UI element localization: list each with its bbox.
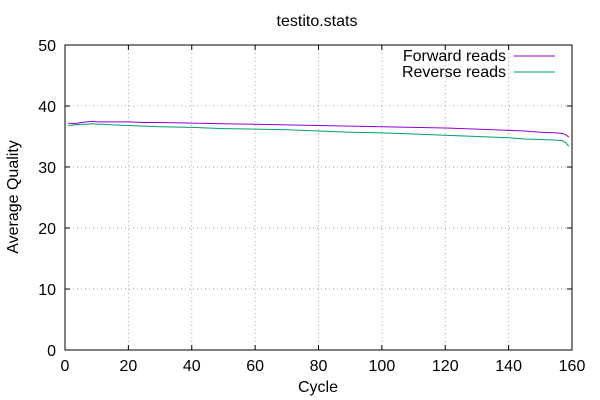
y-axis-label: Average Quality	[5, 140, 22, 254]
axis-ticks: 0 20 40 60 80 100 120 140 160 0 10 20 30 40 50	[38, 38, 585, 375]
y-tick-label: 50	[38, 38, 56, 55]
chart-title: testito.stats	[277, 13, 358, 30]
x-tick-label: 100	[369, 358, 396, 375]
grid-lines	[65, 45, 572, 350]
series-lines	[68, 120, 570, 147]
legend: Forward reads Reverse reads	[402, 48, 555, 81]
series-line-forward	[68, 120, 570, 138]
y-tick-label: 30	[38, 160, 56, 177]
legend-label-reverse: Reverse reads	[402, 64, 506, 81]
y-tick-label: 20	[38, 221, 56, 238]
y-tick-label: 40	[38, 99, 56, 116]
x-tick-label: 60	[246, 358, 264, 375]
x-tick-label: 120	[432, 358, 459, 375]
x-tick-label: 160	[559, 358, 586, 375]
x-tick-label: 140	[495, 358, 522, 375]
x-tick-label: 20	[119, 358, 137, 375]
legend-label-forward: Forward reads	[403, 48, 506, 65]
y-tick-label: 10	[38, 282, 56, 299]
x-axis-label: Cycle	[298, 379, 338, 396]
x-tick-label: 80	[310, 358, 328, 375]
y-tick-label: 0	[47, 343, 56, 360]
x-tick-label: 40	[183, 358, 201, 375]
x-tick-label: 0	[61, 358, 70, 375]
series-line-reverse	[68, 123, 570, 147]
